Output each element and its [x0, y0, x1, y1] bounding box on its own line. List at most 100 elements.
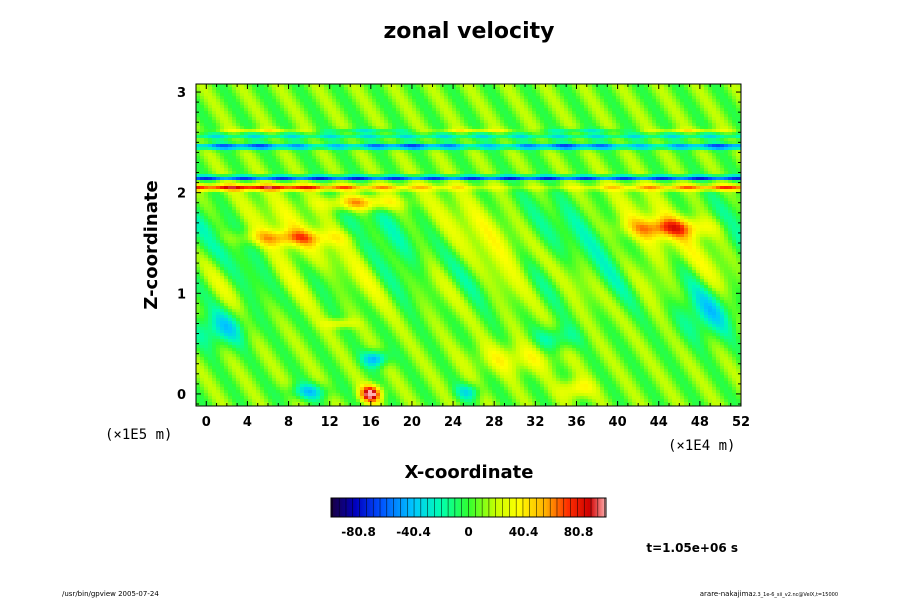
heatmap-cell — [352, 144, 357, 148]
heatmap-cell — [468, 114, 473, 118]
heatmap-cell — [304, 108, 309, 112]
heatmap-cell — [464, 93, 469, 97]
heatmap-cell — [716, 147, 721, 151]
heatmap-cell — [520, 129, 525, 133]
heatmap-cell — [464, 120, 469, 124]
heatmap-cell — [556, 180, 561, 184]
heatmap-cell — [572, 165, 577, 169]
heatmap-cell — [452, 159, 457, 163]
heatmap-cell — [308, 126, 313, 130]
heatmap-cell — [376, 120, 381, 124]
heatmap-cell — [412, 117, 417, 121]
heatmap-cell — [548, 159, 553, 163]
heatmap-cell — [448, 96, 453, 100]
heatmap-cell — [644, 174, 649, 178]
heatmap-cell — [624, 132, 629, 136]
heatmap-cell — [600, 90, 605, 94]
heatmap-cell — [336, 159, 341, 163]
heatmap-cell — [232, 123, 237, 127]
heatmap-cell — [332, 147, 337, 151]
heatmap-cell — [524, 135, 529, 139]
heatmap-cell — [380, 102, 385, 106]
heatmap-cell — [596, 165, 601, 169]
heatmap-cell — [316, 162, 321, 166]
heatmap-cell — [588, 135, 593, 139]
heatmap-cell — [308, 150, 313, 154]
heatmap-cell — [432, 108, 437, 112]
heatmap-cell — [480, 126, 485, 130]
heatmap-cell — [252, 108, 257, 112]
heatmap-cell — [484, 141, 489, 145]
heatmap-cell — [632, 117, 637, 121]
heatmap-cell — [660, 144, 665, 148]
heatmap-cell — [416, 189, 421, 193]
heatmap-cell — [516, 132, 521, 136]
heatmap-cell — [572, 132, 577, 136]
heatmap-cell — [280, 147, 285, 151]
heatmap-cell — [396, 132, 401, 136]
heatmap-cell — [732, 114, 737, 118]
heatmap-cell — [296, 117, 301, 121]
heatmap-cell — [472, 153, 477, 157]
heatmap-cell — [292, 162, 297, 166]
heatmap-cell — [208, 132, 213, 136]
heatmap-cell — [428, 180, 433, 184]
heatmap-cell — [236, 108, 241, 112]
heatmap-cell — [224, 117, 229, 121]
heatmap-cell — [584, 138, 589, 142]
heatmap-cell — [700, 186, 705, 190]
heatmap-cell — [672, 171, 677, 175]
heatmap-cell — [300, 96, 305, 100]
heatmap-cell — [692, 117, 697, 121]
heatmap-cell — [220, 153, 225, 157]
heatmap-cell — [372, 153, 377, 157]
heatmap-cell — [532, 126, 537, 130]
heatmap-cell — [704, 174, 709, 178]
heatmap-cell — [240, 192, 245, 196]
heatmap-cell — [596, 141, 601, 145]
heatmap-cell — [404, 177, 409, 181]
heatmap-cell — [420, 90, 425, 94]
heatmap-cell — [416, 147, 421, 151]
heatmap-cell — [604, 96, 609, 100]
heatmap-cell — [612, 90, 617, 94]
heatmap-cell — [428, 174, 433, 178]
heatmap-cell — [416, 87, 421, 91]
heatmap-cell — [708, 138, 713, 142]
heatmap-cell — [544, 129, 549, 133]
heatmap-cell — [348, 87, 353, 91]
heatmap-cell — [664, 108, 669, 112]
heatmap-cell — [552, 120, 557, 124]
heatmap-cell — [328, 183, 333, 187]
heatmap-cell — [320, 168, 325, 172]
heatmap-cell — [260, 177, 265, 181]
heatmap-cell — [496, 162, 501, 166]
heatmap-cell — [688, 153, 693, 157]
heatmap-cell — [652, 99, 657, 103]
heatmap-cell — [588, 138, 593, 142]
heatmap-cell — [336, 108, 341, 112]
heatmap-cell — [732, 135, 737, 139]
heatmap-cell — [336, 111, 341, 115]
heatmap-cell — [532, 132, 537, 136]
heatmap-cell — [264, 144, 269, 148]
heatmap-cell — [224, 90, 229, 94]
heatmap-cell — [256, 189, 261, 193]
heatmap-cell — [376, 99, 381, 103]
heatmap-cell — [336, 126, 341, 130]
heatmap-cell — [296, 99, 301, 103]
heatmap-cell — [364, 114, 369, 118]
heatmap-cell — [656, 162, 661, 166]
heatmap-cell — [308, 138, 313, 142]
heatmap-cell — [724, 135, 729, 139]
heatmap-cell — [624, 189, 629, 193]
heatmap-cell — [512, 156, 517, 160]
heatmap-cell — [472, 156, 477, 160]
heatmap-cell — [532, 171, 537, 175]
heatmap-cell — [664, 156, 669, 160]
heatmap-cell — [412, 156, 417, 160]
heatmap-cell — [672, 162, 677, 166]
heatmap-cell — [508, 135, 513, 139]
heatmap-cell — [308, 117, 313, 121]
heatmap-cell — [336, 132, 341, 136]
